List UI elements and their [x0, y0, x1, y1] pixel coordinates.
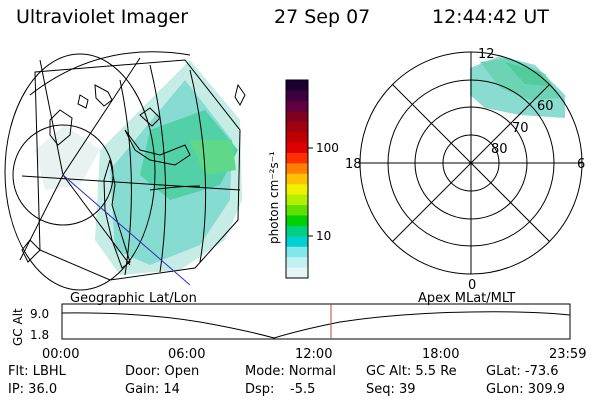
colorbar-swatch: [286, 163, 308, 175]
polar-grid: [359, 51, 583, 275]
colorbar-swatch: [286, 205, 308, 217]
colorbar-swatch: [286, 184, 308, 196]
colorbar-swatch: [286, 246, 308, 258]
timeline-xtick: 00:00: [42, 347, 79, 362]
polar-aurora-emission: [470, 56, 565, 118]
colorbar-swatch: [286, 194, 308, 206]
timeline-ylabel: GC Alt: [11, 308, 25, 346]
apex-panel-label: Apex MLat/MLT: [418, 291, 515, 306]
mode-value: Mode: Normal: [245, 364, 336, 379]
gc-alt-value: GC Alt: 5.5 Re: [366, 364, 457, 379]
colorbar-swatches: [286, 80, 308, 279]
mlat-label-60: 60: [537, 99, 554, 114]
altitude-timeline: GC Alt 9.0 1.8 00:00 06:00 12:00 18:00 2…: [11, 303, 586, 362]
timeline-frame: [61, 303, 571, 340]
mlt-label-12: 12: [478, 47, 495, 62]
spacecraft-track: [62, 174, 191, 286]
mlt-label-18: 18: [345, 157, 362, 172]
image-title: Ultraviolet Imager: [16, 6, 189, 28]
timeline-ytick-top: 9.0: [30, 307, 49, 321]
timeline-xtick: 06:00: [168, 347, 205, 362]
timeline-xtick: 23:59: [549, 347, 586, 362]
coastlines: [21, 83, 246, 269]
geographic-map: Geographic Lat/Lon: [4, 51, 246, 306]
dsp-value: -5.5: [290, 382, 316, 397]
colorbar-swatch: [286, 100, 308, 112]
colorbar-swatch: [286, 132, 308, 144]
geo-grid: [4, 51, 241, 291]
colorbar-swatch: [286, 142, 308, 154]
colorbar-swatch: [286, 236, 308, 248]
colorbar-swatch: [286, 111, 308, 123]
colorbar-swatch: [286, 173, 308, 185]
colorbar-swatch: [286, 121, 308, 133]
colorbar-swatch: [286, 225, 308, 237]
mlat-label-70: 70: [512, 121, 529, 136]
filter-value: Flt: LBHL: [8, 364, 66, 379]
seq-value: Seq: 39: [366, 382, 416, 397]
colorbar-swatch: [286, 267, 308, 279]
colorbar-label-10: 10: [316, 229, 331, 243]
timeline-xtick: 18:00: [422, 347, 459, 362]
altitude-curve: [61, 311, 571, 339]
door-value: Door: Open: [125, 364, 200, 379]
mlt-label-0: 0: [468, 278, 476, 293]
image-date: 27 Sep 07: [274, 6, 371, 28]
mlt-label-6: 6: [577, 157, 585, 172]
colorbar-swatch: [286, 90, 308, 102]
mlat-label-80: 80: [491, 142, 508, 157]
colorbar-swatch: [286, 215, 308, 227]
timeline-ytick-bottom: 1.8: [30, 328, 49, 342]
timeline-xtick: 12:00: [295, 347, 332, 362]
timeline-xticks: 00:00 06:00 12:00 18:00 23:59: [42, 347, 586, 362]
colorbar: 100 10 photon cm⁻²s⁻¹: [267, 79, 339, 279]
colorbar-frame: [285, 79, 309, 279]
colorbar-label-100: 100: [316, 141, 339, 155]
glon-value: GLon: 309.9: [486, 382, 566, 397]
colorbar-swatch: [286, 80, 308, 92]
geo-panel-label: Geographic Lat/Lon: [70, 291, 197, 306]
ip-value: IP: 36.0: [8, 382, 58, 397]
colorbar-swatch: [286, 257, 308, 269]
colorbar-unit-label: photon cm⁻²s⁻¹: [267, 151, 281, 244]
dsp-label: Dsp:: [245, 382, 275, 397]
gain-value: Gain: 14: [125, 382, 180, 397]
glat-value: GLat: -73.6: [486, 364, 559, 379]
colorbar-swatch: [286, 152, 308, 164]
polar-plot: 12 18 6 0 60 70 80 Apex MLat/MLT: [345, 47, 585, 306]
image-time: 12:44:42 UT: [432, 6, 549, 28]
